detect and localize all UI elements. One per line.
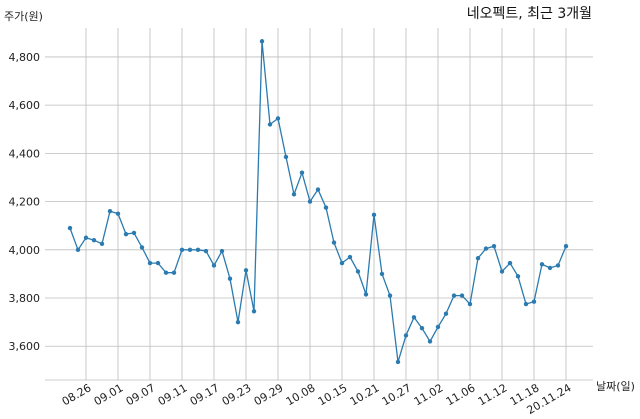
x-tick-label: 10.15 [316,381,350,408]
data-point [475,256,481,261]
data-point [307,199,313,204]
y-tick-labels: 3,600 3,800 4,000 4,200 4,400 4,600 4,800 [9,51,41,353]
data-point [251,309,257,314]
data-point [131,230,137,236]
data-point [83,235,89,240]
data-point [99,241,105,246]
y-tick-label: 4,600 [9,99,41,112]
data-point [499,269,505,274]
data-point [163,270,169,275]
data-point [211,263,217,268]
x-tick-label: 11.02 [412,381,446,408]
data-point [155,260,161,266]
data-point [227,276,233,281]
data-point [347,254,353,260]
data-point [259,39,265,44]
grid [45,28,593,381]
data-point [443,311,449,316]
data-point [107,209,113,214]
x-tick-label: 10.21 [348,381,382,408]
data-point [379,271,385,277]
x-tick-label: 09.11 [156,381,190,408]
data-point [331,240,337,245]
data-point [291,192,297,197]
data-point [491,243,497,249]
x-tick-label: 11.12 [476,381,510,408]
y-tick-label: 3,600 [9,340,41,353]
y-tick-label: 4,800 [9,51,41,64]
data-point [299,170,305,175]
data-point [283,154,289,160]
data-point [267,122,273,127]
x-tick-label: 09.29 [252,381,286,408]
data-point [507,260,513,266]
data-point [427,339,433,344]
data-point [123,231,129,237]
data-point [515,274,521,279]
data-point [523,301,529,307]
data-point [171,270,177,275]
y-tick-label: 4,200 [9,196,41,209]
data-point [467,301,473,307]
data-point [91,237,97,243]
x-tick-labels: 08.2609.0109.0709.1109.1709.2309.2910.08… [60,381,574,417]
data-point [187,247,193,253]
data-point [67,225,73,231]
data-point [219,248,225,254]
y-tick-label: 4,000 [9,244,41,257]
data-point [555,263,561,268]
x-tick-label: 10.27 [380,381,414,408]
data-point [435,324,441,330]
data-point [243,268,249,273]
data-point [275,116,281,121]
data-point [315,187,321,192]
data-point [531,299,537,304]
y-tick-label: 4,400 [9,147,41,160]
data-point [147,260,153,266]
data-point [547,265,553,271]
x-axis-label: 날짜(일) [596,379,635,393]
data-point [563,243,569,249]
data-point [539,262,545,267]
data-point [451,293,457,298]
x-tick-label: 09.01 [92,381,126,408]
data-point [371,212,377,218]
x-tick-label: 09.07 [124,381,158,408]
data-point [339,260,345,266]
data-point [139,245,145,250]
y-axis-label: 주가(원) [4,10,43,23]
data-points [67,39,569,365]
data-point [363,292,369,297]
data-point [419,325,425,331]
data-point [387,293,393,298]
y-tick-label: 3,800 [9,292,41,305]
x-tick-label: 09.17 [188,381,222,408]
data-point [395,359,401,365]
data-point [115,211,121,216]
data-point [235,319,241,325]
data-point [179,247,185,253]
x-tick-label: 09.23 [220,381,254,408]
data-point [323,205,329,210]
data-point [459,293,465,298]
x-tick-label: 08.26 [60,381,94,408]
x-tick-label: 10.08 [284,381,318,408]
data-point [483,246,489,251]
data-point [195,247,201,253]
data-point [355,269,361,274]
data-point [411,315,417,320]
data-point [75,247,81,253]
chart-title: 네오펙트, 최근 3개월 [467,6,592,22]
data-point [403,333,409,338]
x-tick-label: 11.06 [444,381,478,408]
data-point [203,248,209,254]
